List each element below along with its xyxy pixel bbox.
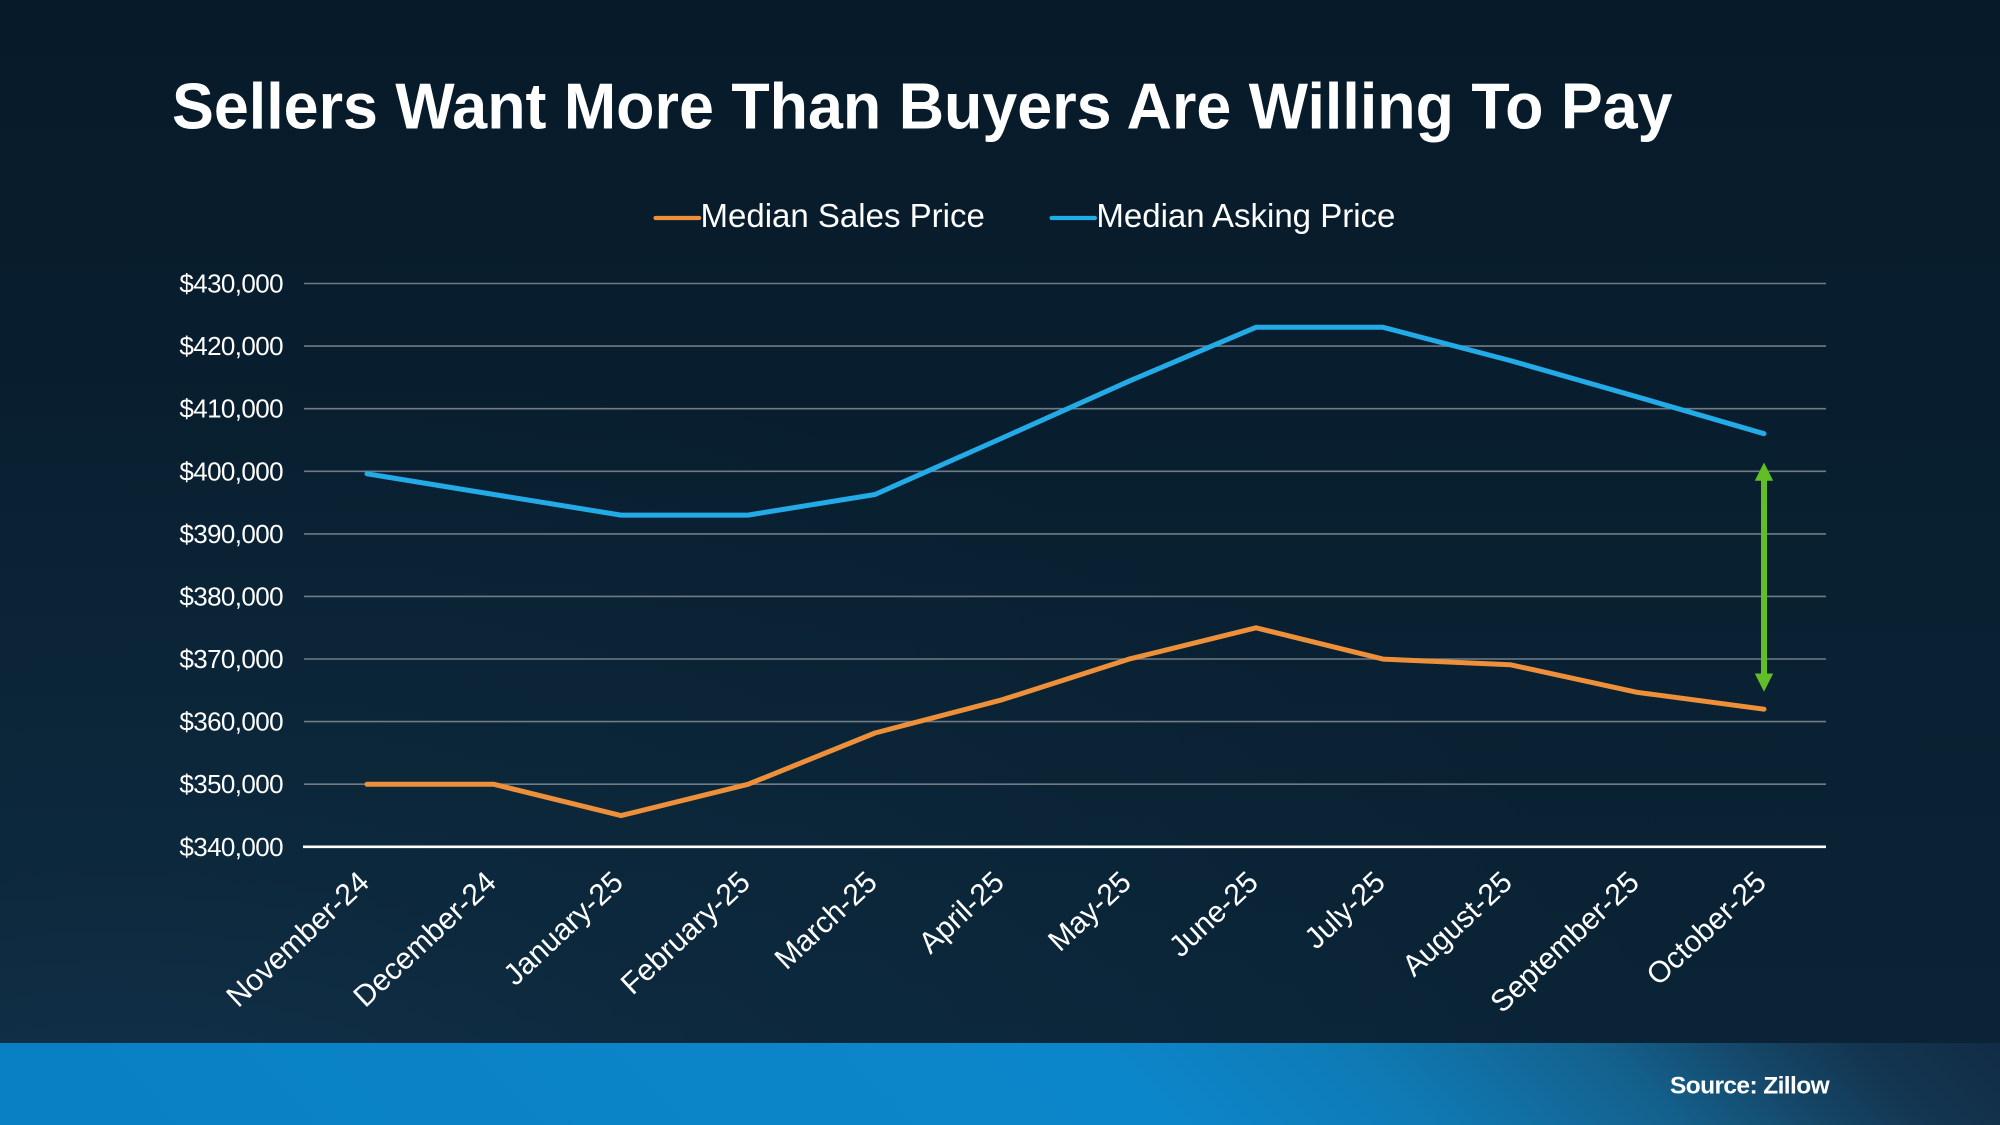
svg-text:$370,000: $370,000 — [179, 644, 283, 674]
svg-text:$360,000: $360,000 — [179, 707, 283, 737]
svg-text:$340,000: $340,000 — [179, 832, 283, 862]
svg-text:$420,000: $420,000 — [179, 331, 283, 361]
svg-text:$400,000: $400,000 — [179, 456, 283, 486]
svg-text:$410,000: $410,000 — [179, 394, 283, 424]
svg-text:$430,000: $430,000 — [179, 269, 283, 299]
svg-text:$350,000: $350,000 — [179, 769, 283, 799]
svg-text:Median Asking Price: Median Asking Price — [1096, 197, 1395, 234]
svg-text:Sellers Want More Than Buyers: Sellers Want More Than Buyers Are Willin… — [172, 70, 1673, 143]
svg-text:$380,000: $380,000 — [179, 581, 283, 611]
svg-text:$390,000: $390,000 — [179, 519, 283, 549]
svg-text:Source: Zillow: Source: Zillow — [1670, 1073, 1831, 1100]
svg-text:Median Sales Price: Median Sales Price — [701, 197, 985, 234]
